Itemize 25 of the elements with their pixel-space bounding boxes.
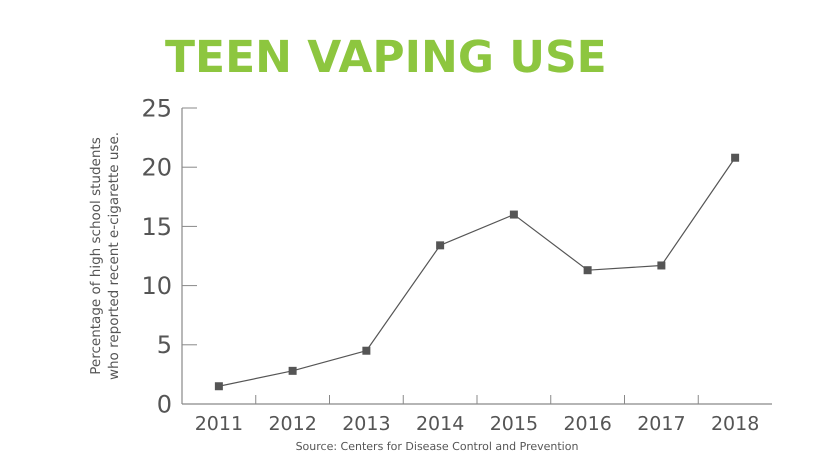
source-note: Source: Centers for Disease Control and Prevention — [296, 440, 578, 453]
y-tick-label: 25 — [141, 94, 172, 122]
x-tick-label: 2015 — [490, 413, 538, 435]
x-tick-label: 2012 — [268, 413, 317, 435]
point — [657, 261, 666, 270]
y-axis-title: Percentage of high school students who reported recent e-cigarette use. — [88, 132, 122, 380]
x-tick-label: 2017 — [637, 413, 686, 435]
y-tick-label: 20 — [141, 154, 172, 182]
chart-title: TEEN VAPING USE — [165, 32, 607, 83]
point — [214, 382, 223, 390]
x-tick-label: 2014 — [416, 413, 464, 435]
point — [288, 366, 297, 375]
y-tick-label: 15 — [141, 212, 172, 241]
point — [584, 266, 592, 274]
point — [731, 154, 740, 162]
y-tick-label: 5 — [156, 331, 172, 360]
point — [362, 346, 370, 355]
y-tick-label: 0 — [156, 390, 172, 418]
point — [436, 241, 444, 250]
x-tick-label: 2011 — [194, 413, 244, 435]
x-tick-label: 2013 — [342, 413, 391, 435]
x-tick-label: 2016 — [563, 413, 612, 435]
point — [510, 210, 518, 219]
y-tick-label: 10 — [141, 272, 172, 300]
x-tick-label: 2018 — [710, 413, 760, 435]
